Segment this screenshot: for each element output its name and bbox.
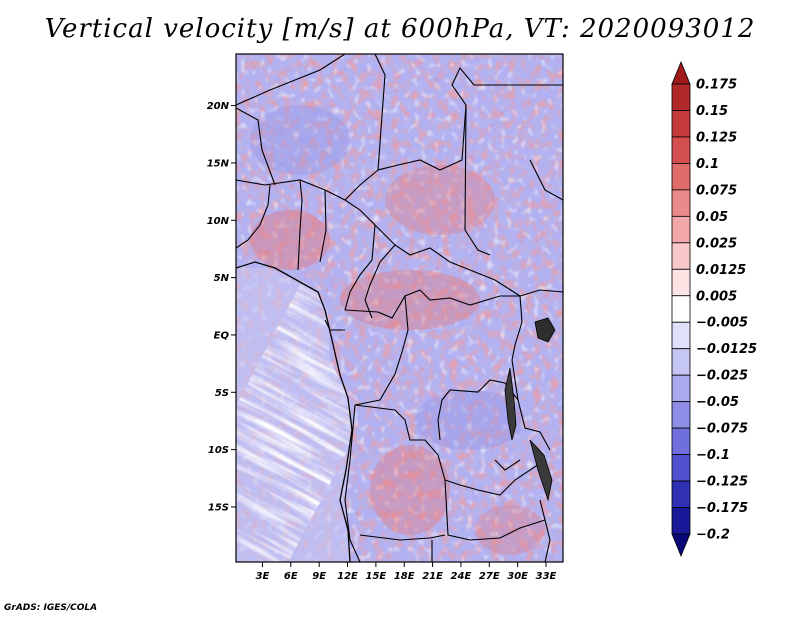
colorbar-swatch <box>671 163 691 191</box>
lon-tick-label: 12E <box>337 571 358 582</box>
lon-tick-label: 6E <box>284 571 298 582</box>
colorbar-swatch <box>671 83 691 111</box>
colorbar-label: −0.025 <box>696 369 748 384</box>
map-frame <box>235 53 564 563</box>
colorbar-label: −0.005 <box>696 316 748 331</box>
colorbar-label: 0.0125 <box>696 263 746 278</box>
lon-tick-label: 27E <box>479 571 500 582</box>
colorbar-label: −0.075 <box>696 422 748 437</box>
longitude-axis: 3E 6E 9E 12E 15E 18E 21E 24E 27E 30E 33E <box>256 562 557 582</box>
lon-tick-label: 3E <box>256 571 270 582</box>
lon-tick-label: 30E <box>507 571 528 582</box>
colorbar-swatch <box>671 507 691 535</box>
colorbar-label: 0.175 <box>696 78 737 93</box>
colorbar-label: 0.15 <box>696 104 728 119</box>
grads-credit: GrADS: IGES/COLA <box>4 603 98 613</box>
colorbar-label: −0.2 <box>696 528 730 543</box>
colorbar-swatch <box>671 110 691 138</box>
map-title: Vertical velocity [m/s] at 600hPa, VT: 2… <box>44 14 756 44</box>
lon-tick-label: 15E <box>365 571 386 582</box>
colorbar-max-arrow <box>671 60 691 85</box>
colorbar-label: 0.005 <box>696 289 737 304</box>
lat-tick-label: 5N <box>214 273 230 284</box>
colorbar-swatch <box>671 348 691 376</box>
vertical-velocity-field <box>236 54 563 562</box>
colorbar-swatch <box>671 189 691 217</box>
lon-tick-label: 33E <box>536 571 557 582</box>
lon-tick-label: 24E <box>451 571 472 582</box>
colorbar-label: −0.05 <box>696 395 739 410</box>
country-borders <box>236 54 563 562</box>
lon-tick-label: 21E <box>422 571 443 582</box>
colorbar-swatch <box>671 454 691 482</box>
lat-tick-label: 15S <box>208 502 229 513</box>
colorbar-swatch <box>671 295 691 323</box>
lat-tick-label: 15N <box>207 158 230 169</box>
colorbar-label: 0.125 <box>696 130 737 145</box>
lat-tick-label: 20N <box>207 101 230 112</box>
colorbar-swatch <box>671 427 691 455</box>
colorbar-label: −0.175 <box>696 501 748 516</box>
colorbar-swatch <box>671 242 691 270</box>
colorbar-label: 0.075 <box>696 183 737 198</box>
colorbar-min-arrow <box>671 533 691 558</box>
lat-tick-label: EQ <box>214 330 230 341</box>
colorbar-swatch <box>671 374 691 403</box>
colorbar-swatch <box>671 136 691 164</box>
colorbar-label: −0.1 <box>696 448 730 463</box>
colorbar-swatch <box>671 480 691 508</box>
colorbar-label: −0.125 <box>696 475 748 490</box>
lon-tick-label: 9E <box>312 571 326 582</box>
colorbar-swatch <box>671 401 691 429</box>
lat-tick-label: 5S <box>215 388 229 399</box>
lat-tick-label: 10N <box>207 216 230 227</box>
lon-tick-label: 18E <box>394 571 415 582</box>
colorbar-label: 0.05 <box>696 210 728 225</box>
colorbar-swatch <box>671 268 691 297</box>
colorbar-label: −0.0125 <box>696 342 757 357</box>
colorbar-swatch <box>671 321 691 350</box>
lat-tick-label: 10S <box>208 445 229 456</box>
colorbar-label: 0.025 <box>696 236 737 251</box>
colorbar: 0.175 0.15 0.125 0.1 0.075 0.05 0.025 0.0125 0.0… <box>671 60 757 558</box>
colorbar-label: 0.1 <box>696 157 719 172</box>
latitude-axis: 20N 15N 10N 5N EQ 5S 10S 15S <box>207 101 236 513</box>
colorbar-swatch <box>671 215 691 244</box>
